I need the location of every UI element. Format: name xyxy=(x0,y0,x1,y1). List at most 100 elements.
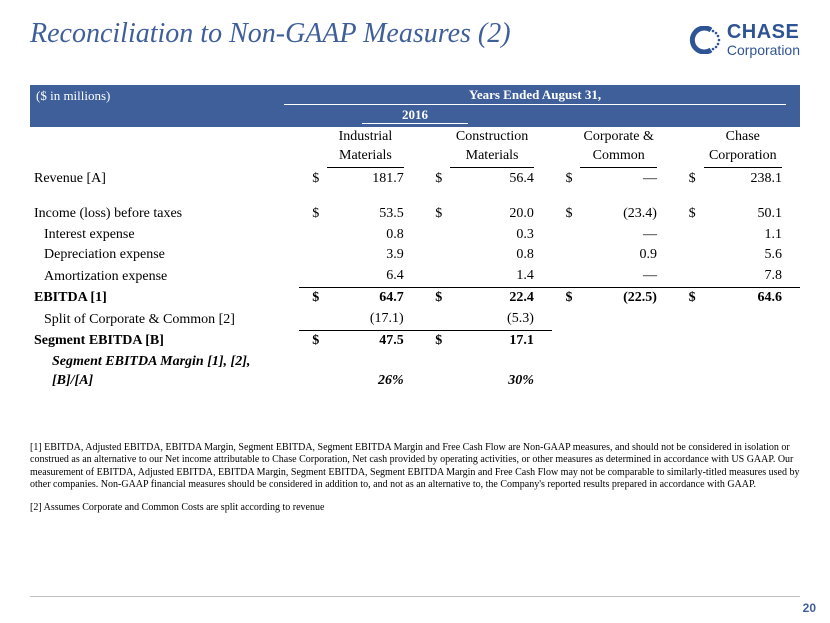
currency-cell: $ xyxy=(422,331,447,352)
col-header: Industrial Materials xyxy=(327,128,403,168)
currency-cell: $ xyxy=(675,169,700,190)
value-cell: 26% xyxy=(323,352,421,392)
value-cell: 1.4 xyxy=(446,266,552,287)
currency-cell xyxy=(552,245,577,266)
currency-cell: $ xyxy=(299,169,324,190)
table-row: Revenue [A]$181.7$56.4$—$238.1 xyxy=(30,169,800,190)
row-label: Split of Corporate & Common [2] xyxy=(30,309,299,330)
value-cell: — xyxy=(576,169,674,190)
value-cell xyxy=(700,352,800,392)
value-cell xyxy=(700,309,800,330)
value-cell: — xyxy=(576,266,674,287)
currency-cell xyxy=(299,352,324,392)
row-label: EBITDA [1] xyxy=(30,288,299,309)
value-cell: — xyxy=(576,225,674,246)
currency-cell xyxy=(552,331,577,352)
footnote: [1] EBITDA, Adjusted EBITDA, EBITDA Marg… xyxy=(30,442,800,492)
currency-cell: $ xyxy=(552,204,577,225)
table-container: ($ in millions) Years Ended August 31, 2… xyxy=(30,85,800,392)
row-label: Segment EBITDA [B] xyxy=(30,331,299,352)
currency-cell xyxy=(299,225,324,246)
table-row: Depreciation expense 3.9 0.8 0.9 5.6 xyxy=(30,245,800,266)
table-row: Segment EBITDA [B]$47.5$17.1 xyxy=(30,331,800,352)
bottom-rule xyxy=(30,596,800,597)
table-row: Interest expense0.80.3—1.1 xyxy=(30,225,800,246)
col-header: Corporate & Common xyxy=(580,128,656,168)
column-header-row: Industrial Materials Construction Materi… xyxy=(30,127,800,169)
value-cell: 20.0 xyxy=(446,204,552,225)
currency-cell: $ xyxy=(552,169,577,190)
value-cell: 3.9 xyxy=(323,245,421,266)
currency-cell xyxy=(422,225,447,246)
row-label: Segment EBITDA Margin [1], [2], [B]/[A] xyxy=(30,352,299,392)
financial-table: Industrial Materials Construction Materi… xyxy=(30,127,800,392)
row-label: Depreciation expense xyxy=(30,245,299,266)
logo-brand: CHASE xyxy=(727,22,800,42)
value-cell: (22.5) xyxy=(576,288,674,309)
table-row: EBITDA [1]$64.7$22.4$(22.5)$64.6 xyxy=(30,288,800,309)
currency-cell xyxy=(422,245,447,266)
currency-cell xyxy=(675,266,700,287)
currency-cell xyxy=(675,309,700,330)
value-cell: 50.1 xyxy=(700,204,800,225)
currency-cell xyxy=(299,245,324,266)
col-header: Construction Materials xyxy=(450,128,534,168)
currency-cell: $ xyxy=(422,169,447,190)
currency-cell xyxy=(422,266,447,287)
footnote: [2] Assumes Corporate and Common Costs a… xyxy=(30,502,800,515)
row-label: Amortization expense xyxy=(30,266,299,287)
currency-cell xyxy=(675,245,700,266)
logo: CHASE Corporation xyxy=(687,22,800,57)
value-cell: 6.4 xyxy=(323,266,421,287)
currency-cell: $ xyxy=(552,288,577,309)
table-row: Split of Corporate & Common [2] (17.1) (5.… xyxy=(30,309,800,330)
value-cell: (17.1) xyxy=(323,309,421,330)
currency-cell xyxy=(552,266,577,287)
currency-cell: $ xyxy=(299,204,324,225)
value-cell: 56.4 xyxy=(446,169,552,190)
year-label: 2016 xyxy=(362,107,468,124)
value-cell: 64.7 xyxy=(323,288,421,309)
logo-sub: Corporation xyxy=(727,43,800,57)
col-header: Chase Corporation xyxy=(704,128,782,168)
currency-cell xyxy=(422,352,447,392)
currency-cell xyxy=(675,225,700,246)
value-cell: 47.5 xyxy=(323,331,421,352)
value-cell: (23.4) xyxy=(576,204,674,225)
currency-cell: $ xyxy=(299,288,324,309)
value-cell: (5.3) xyxy=(446,309,552,330)
currency-cell: $ xyxy=(422,204,447,225)
row-label: Income (loss) before taxes xyxy=(30,204,299,225)
currency-cell xyxy=(675,352,700,392)
table-row: Amortization expense 6.4 1.4 — 7.8 xyxy=(30,266,800,287)
value-cell xyxy=(576,309,674,330)
currency-cell xyxy=(552,309,577,330)
row-label: Revenue [A] xyxy=(30,169,299,190)
value-cell: 0.9 xyxy=(576,245,674,266)
currency-cell xyxy=(675,331,700,352)
currency-cell xyxy=(422,309,447,330)
currency-cell: $ xyxy=(675,204,700,225)
value-cell: 181.7 xyxy=(323,169,421,190)
currency-cell: $ xyxy=(422,288,447,309)
row-label: Interest expense xyxy=(30,225,299,246)
value-cell: 5.6 xyxy=(700,245,800,266)
currency-cell: $ xyxy=(299,331,324,352)
value-cell: 30% xyxy=(446,352,552,392)
page-number: 20 xyxy=(803,601,816,615)
value-cell: 53.5 xyxy=(323,204,421,225)
value-cell: 0.8 xyxy=(446,245,552,266)
table-header-year: 2016 xyxy=(30,107,800,127)
value-cell xyxy=(700,331,800,352)
years-label: Years Ended August 31, xyxy=(284,87,786,105)
units-label: ($ in millions) xyxy=(36,88,276,104)
value-cell xyxy=(576,352,674,392)
table-row: Segment EBITDA Margin [1], [2], [B]/[A] 2… xyxy=(30,352,800,392)
value-cell: 0.8 xyxy=(323,225,421,246)
logo-mark-icon xyxy=(687,26,721,54)
currency-cell: $ xyxy=(675,288,700,309)
currency-cell xyxy=(552,225,577,246)
value-cell: 7.8 xyxy=(700,266,800,287)
table-row: Income (loss) before taxes$53.5$20.0$(23… xyxy=(30,204,800,225)
value-cell: 64.6 xyxy=(700,288,800,309)
